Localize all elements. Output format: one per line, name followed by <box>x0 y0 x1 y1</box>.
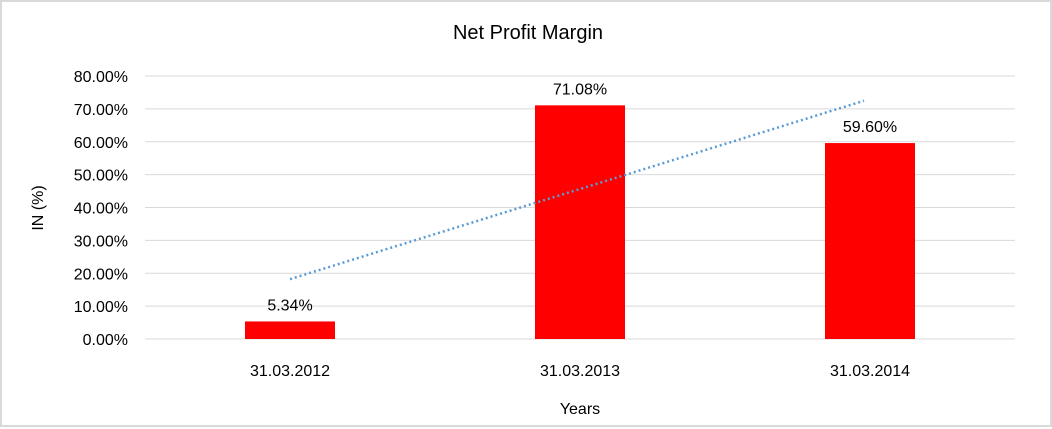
x-axis-label: Years <box>560 401 600 418</box>
x-tick-label: 31.03.2013 <box>540 363 620 380</box>
y-tick-label: 50.00% <box>74 168 128 185</box>
y-tick-label: 70.00% <box>74 102 128 119</box>
y-tick-label: 20.00% <box>74 266 128 283</box>
y-tick-label: 80.00% <box>74 69 128 86</box>
bar <box>535 105 625 340</box>
y-tick-label: 60.00% <box>74 135 128 152</box>
x-tick-label: 31.03.2012 <box>250 363 330 380</box>
data-label: 71.08% <box>553 81 607 98</box>
y-tick-label: 10.00% <box>74 299 128 316</box>
y-axis-label: IN (%) <box>30 185 47 230</box>
data-label: 5.34% <box>267 297 312 314</box>
bar <box>825 143 915 339</box>
trendline <box>289 99 865 281</box>
y-tick-label: 40.00% <box>74 201 128 218</box>
y-tick-label: 0.00% <box>83 332 128 349</box>
x-tick-label: 31.03.2014 <box>830 363 910 380</box>
chart-title: Net Profit Margin <box>453 22 603 44</box>
bar <box>245 321 335 339</box>
data-label: 59.60% <box>843 119 897 136</box>
y-tick-label: 30.00% <box>74 233 128 250</box>
